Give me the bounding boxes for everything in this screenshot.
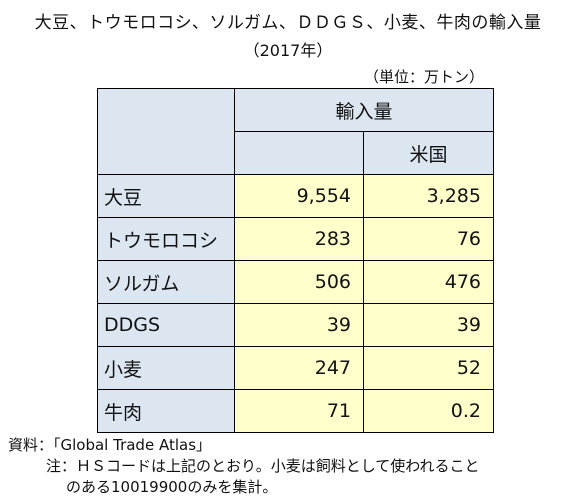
total-import-value: 9,554 xyxy=(234,174,364,218)
usa-import-value: 476 xyxy=(363,260,494,304)
table-row: 小麦 247 52 xyxy=(97,346,494,390)
table-row: トウモロコシ 283 76 xyxy=(97,217,494,261)
unit-label: （単位：万トン） xyxy=(363,68,484,86)
usa-import-value: 3,285 xyxy=(363,174,494,218)
usa-import-value: 39 xyxy=(363,303,494,347)
table-row: DDGS 39 39 xyxy=(97,303,494,347)
usa-import-value: 0.2 xyxy=(363,389,494,433)
chart-subtitle: （2017年） xyxy=(243,41,333,60)
header-blank-cell xyxy=(234,131,364,175)
note-line-2: のある10019900のみを集計。 xyxy=(66,478,278,496)
import-table: 輸入量 米国 大豆 9,554 3,285 トウモロコシ 283 76 ソルガム 506 476… xyxy=(97,88,494,433)
total-import-value: 71 xyxy=(234,389,364,433)
source-note: 資料：「Global Trade Atlas」 xyxy=(8,436,212,454)
total-import-value: 247 xyxy=(234,346,364,390)
table-row: 大豆 9,554 3,285 xyxy=(97,174,494,218)
header-row-1: 輸入量 xyxy=(97,88,494,175)
table-body: 輸入量 米国 大豆 9,554 3,285 トウモロコシ 283 76 ソルガム 506 476… xyxy=(97,88,494,433)
row-label: トウモロコシ xyxy=(97,217,235,261)
row-label: 小麦 xyxy=(97,346,235,390)
header-usa: 米国 xyxy=(363,131,494,175)
header-import-volume: 輸入量 xyxy=(234,88,494,132)
table-row: 牛肉 71 0.2 xyxy=(97,389,494,433)
row-label: 大豆 xyxy=(97,174,235,218)
usa-import-value: 76 xyxy=(363,217,494,261)
total-import-value: 283 xyxy=(234,217,364,261)
notes: 資料：「Global Trade Atlas」 注：ＨＳコードは上記のとおり。小… xyxy=(8,435,480,498)
total-import-value: 39 xyxy=(234,303,364,347)
row-label: 牛肉 xyxy=(97,389,235,433)
row-label: ソルガム xyxy=(97,260,235,304)
note-line-1: 注：ＨＳコードは上記のとおり。小麦は飼料として使われること xyxy=(46,457,480,475)
table-row: ソルガム 506 476 xyxy=(97,260,494,304)
chart-title: 大豆、トウモロコシ、ソルガム、ＤＤＧＳ、小麦、牛肉の輸入量 xyxy=(34,13,542,33)
header-corner-cell xyxy=(97,88,235,175)
usa-import-value: 52 xyxy=(363,346,494,390)
row-label: DDGS xyxy=(97,303,235,347)
total-import-value: 506 xyxy=(234,260,364,304)
